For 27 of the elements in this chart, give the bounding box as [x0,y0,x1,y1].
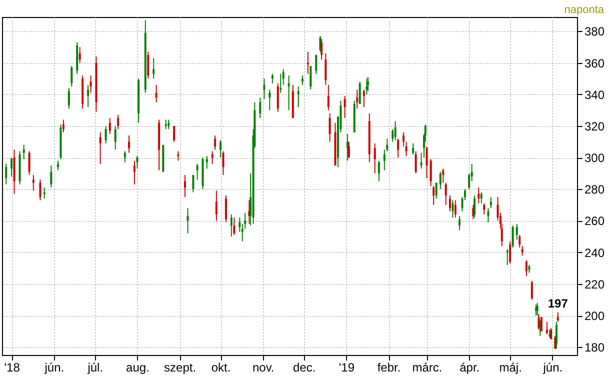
y-tick-label: 360 [584,56,605,70]
y-tick-label: 380 [584,24,605,39]
x-tick-label: máj. [499,360,522,374]
y-tick-label: 320 [584,119,605,134]
y-tick-label: 220 [584,277,605,292]
x-tick-label: febr. [377,360,401,374]
y-tick-label: 300 [584,151,605,166]
x-tick-label: márc. [412,360,442,374]
y-tick-label: 200 [584,309,605,324]
y-tick-label: 240 [584,246,605,260]
y-tick-label: 180 [584,340,605,355]
x-tick-label: okt. [211,360,231,374]
x-tick-label: '18 [4,360,20,374]
x-tick-label: júl. [86,360,104,374]
x-tick-label: jún. [542,360,563,374]
text: naponta [564,4,605,16]
x-tick-label: '19 [338,360,355,374]
x-tick-label: dec. [292,360,316,374]
annotation: 197 [548,296,568,310]
x-tick-label: aug. [126,360,150,374]
x-tick-label: jún. [44,360,64,374]
y-tick-label: 340 [584,88,605,102]
y-tick-label: 260 [584,214,605,228]
y-tick-label: 280 [584,182,605,197]
x-tick-label: nov. [252,360,274,374]
x-tick-label: ápr. [460,360,480,374]
x-tick-label: szept. [164,360,196,374]
